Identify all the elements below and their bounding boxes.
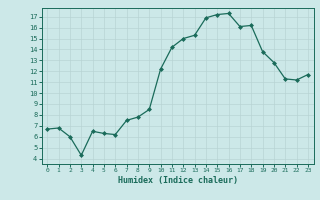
X-axis label: Humidex (Indice chaleur): Humidex (Indice chaleur) [118, 176, 237, 185]
